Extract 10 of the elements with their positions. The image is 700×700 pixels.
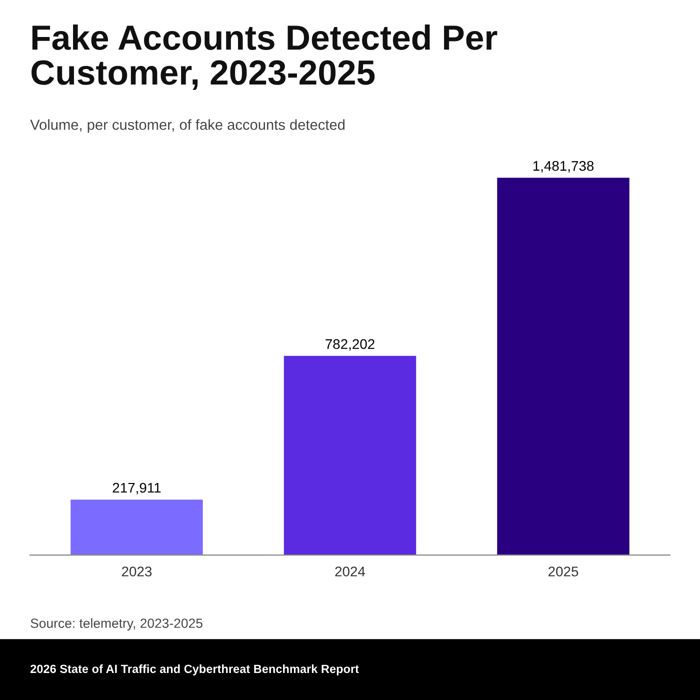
text: 2026 State of AI Traffic and Cyberthreat Benchmark Report: [30, 664, 359, 676]
x-tick-label: 2025: [548, 566, 578, 576]
data-label: 782,202: [326, 339, 374, 351]
x-tick-label: 2023: [122, 566, 152, 576]
data-label: 217,911: [112, 482, 161, 494]
chart-subtitle: Volume, per customer, of fake accounts detected: [30, 119, 345, 133]
source-note: Source: telemetry, 2023-2025: [30, 618, 202, 631]
x-tick-label: 2024: [335, 566, 366, 576]
chart-title: Fake Accounts Detected Per Customer, 2023-2025: [32, 24, 498, 90]
data-label: 1,481,738: [533, 161, 594, 172]
